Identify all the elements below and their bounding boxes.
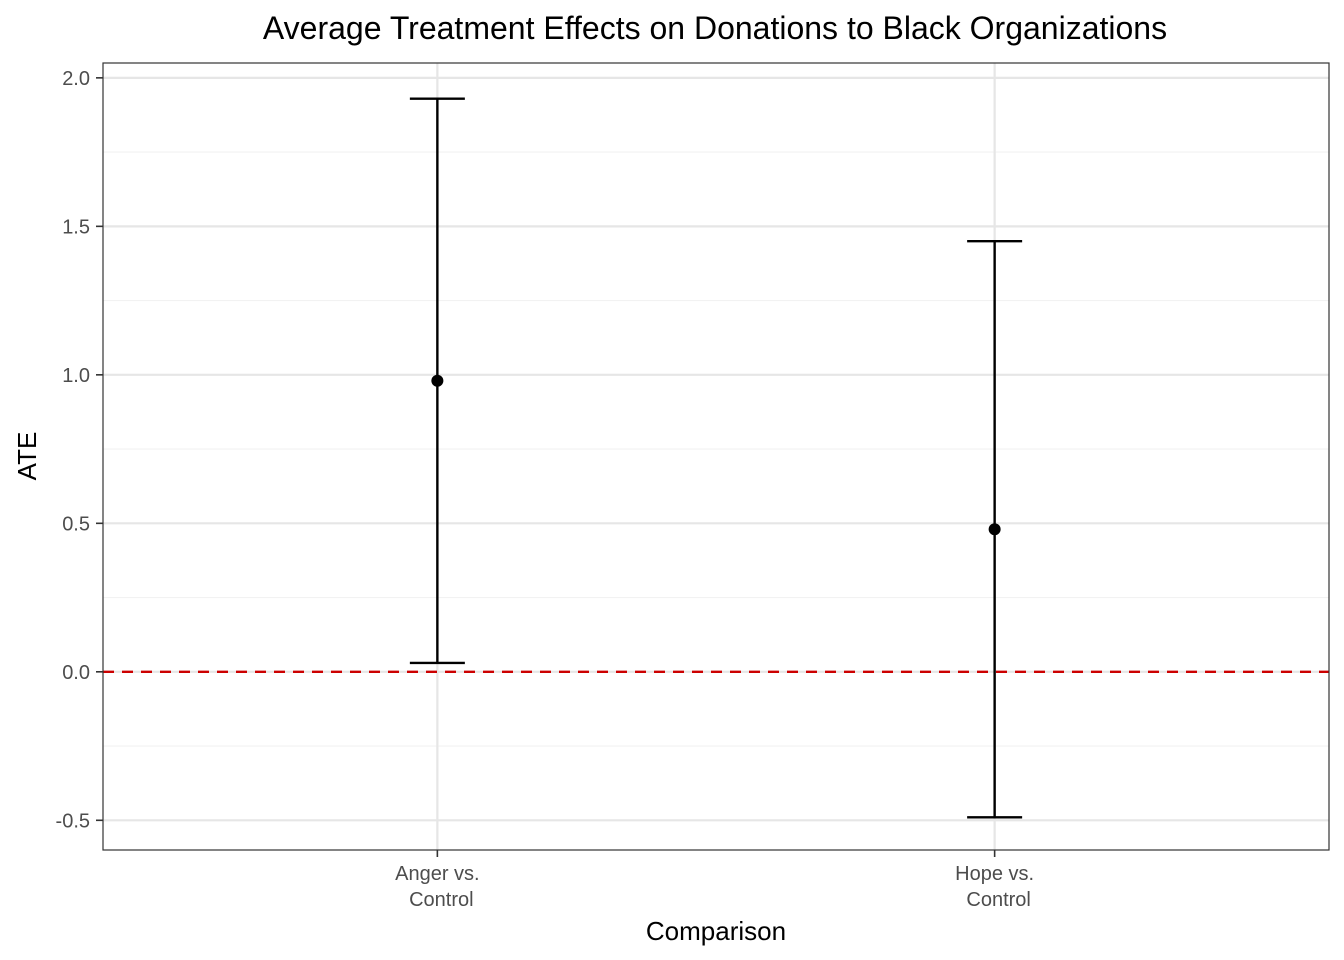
x-tick-label-line: Control — [409, 889, 473, 911]
x-axis-title: Comparison — [646, 916, 786, 946]
y-axis-title: ATE — [12, 432, 42, 481]
estimate-point — [431, 374, 444, 387]
estimate-point — [988, 523, 1001, 536]
error-bar-group — [967, 239, 1023, 819]
error-bar-group — [409, 97, 465, 665]
y-tick-label: 0.0 — [62, 662, 90, 684]
y-tick-label: 2.0 — [62, 68, 90, 90]
y-tick-label: 1.0 — [62, 365, 90, 387]
y-tick-label: -0.5 — [56, 810, 90, 832]
x-tick-label-line: Hope vs. — [955, 863, 1034, 885]
x-tick-label: Hope vs. Control — [955, 863, 1034, 911]
chart-title: Average Treatment Effects on Donations t… — [263, 10, 1167, 46]
panel-border — [102, 62, 1330, 851]
x-tick-label-line: Control — [966, 889, 1030, 911]
y-tick-label: 1.5 — [62, 216, 90, 238]
y-tick-label: 0.5 — [62, 513, 90, 535]
grid-lines — [103, 63, 1329, 850]
data-marks — [409, 97, 1023, 819]
x-tick-label-line: Anger vs. — [395, 863, 479, 885]
x-tick-label: Anger vs. Control — [395, 863, 479, 911]
